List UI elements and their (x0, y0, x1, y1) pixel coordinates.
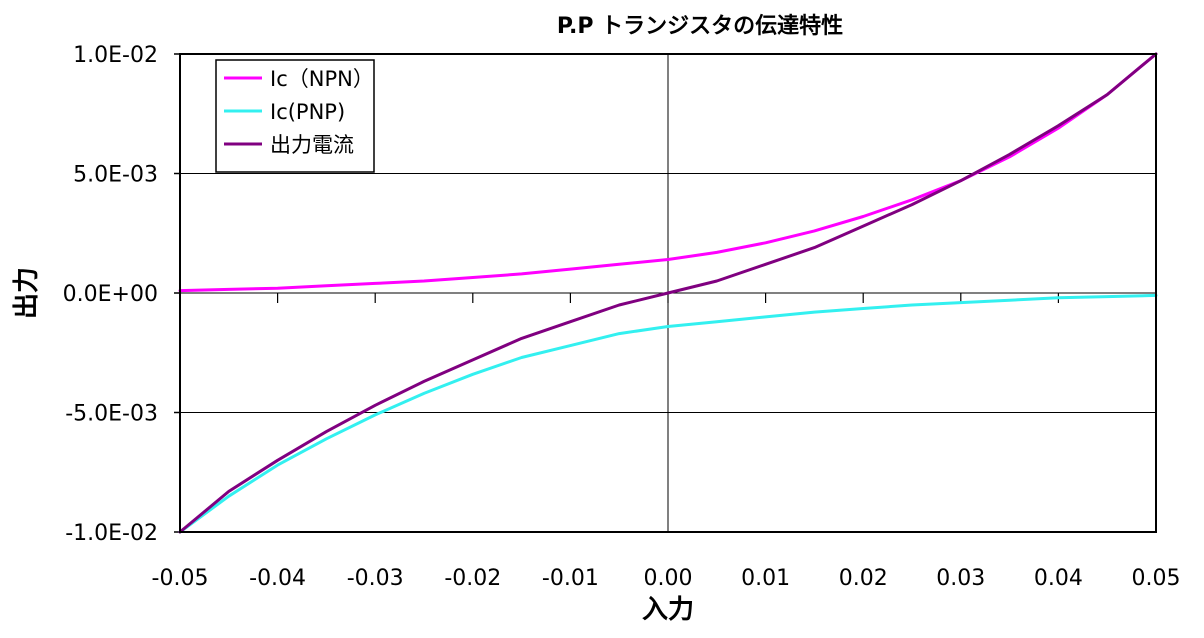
x-tick-label: 0.02 (839, 566, 888, 591)
x-tick-label: -0.01 (542, 566, 599, 591)
legend-label: Ic（NPN） (270, 67, 374, 91)
legend-label: 出力電流 (270, 133, 354, 157)
x-tick-label: 0.01 (741, 566, 790, 591)
y-tick-label: 5.0E-03 (73, 163, 158, 188)
legend: Ic（NPN） Ic(PNP) 出力電流 (215, 59, 375, 173)
series-line-2 (178, 293, 1158, 534)
series-layer (178, 52, 1158, 534)
y-axis-title: 出力 (12, 267, 42, 319)
y-tick-label: 1.0E-02 (73, 43, 158, 68)
legend-items: Ic（NPN） Ic(PNP) 出力電流 (224, 67, 374, 157)
x-tick-label: -0.03 (347, 566, 404, 591)
y-tick-label: -5.0E-03 (65, 402, 158, 427)
x-tick-label: -0.02 (444, 566, 501, 591)
x-tick-label: 0.04 (1034, 566, 1083, 591)
x-tick-labels: -0.05 -0.04 -0.03 -0.02 -0.01 0.00 0.01 0.02 0.0… (152, 566, 1181, 591)
x-tick-label: -0.05 (152, 566, 209, 591)
x-tick-label: 0.03 (936, 566, 985, 591)
series-line-3 (178, 52, 1158, 534)
y-tick-labels: 1.0E-02 5.0E-03 0.0E+00 -5.0E-03 -1.0E-02 (63, 43, 158, 546)
chart-title: P.P トランジスタの伝達特性 (557, 13, 843, 39)
x-axis-title: 入力 (642, 595, 694, 625)
y-tick-label: -1.0E-02 (65, 521, 158, 546)
y-tick-label: 0.0E+00 (63, 282, 158, 307)
legend-label: Ic(PNP) (270, 100, 345, 124)
x-tick-label: -0.04 (249, 566, 306, 591)
x-tick-label: 0.05 (1132, 566, 1181, 591)
x-tick-label: 0.00 (644, 566, 693, 591)
plot-border (179, 53, 1157, 533)
